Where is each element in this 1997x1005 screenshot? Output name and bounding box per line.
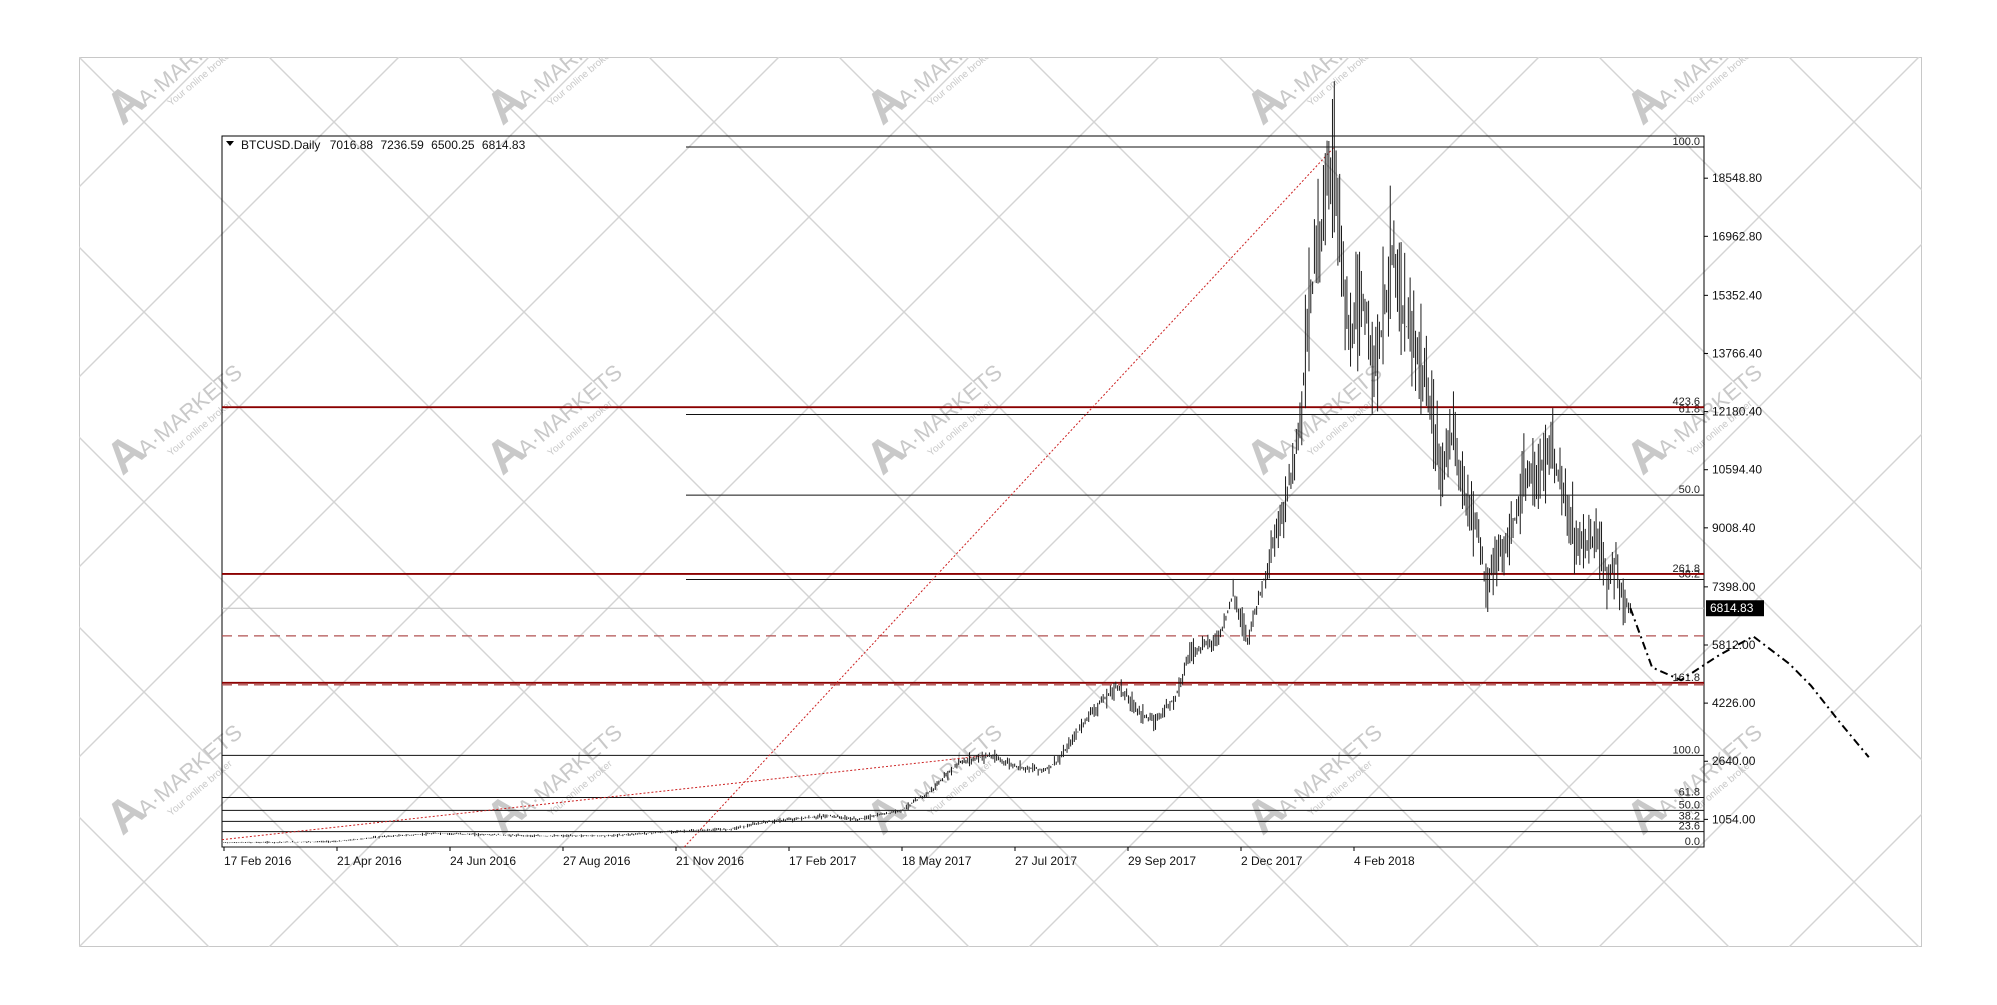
- watermark-line: [1598, 623, 1922, 947]
- x-tick-label: 27 Jul 2017: [1015, 854, 1077, 868]
- x-tick-label: 4 Feb 2018: [1354, 854, 1415, 868]
- chart-frame: [79, 57, 1922, 947]
- watermark-line: [1408, 57, 1922, 571]
- fib-extension-label: 423.6: [1672, 396, 1700, 408]
- y-tick-label: 12180.40: [1712, 405, 1762, 419]
- watermark-line: [1218, 243, 1922, 947]
- x-axis: 17 Feb 2016 21 Apr 2016 24 Jun 2016 27 Aug …: [223, 847, 1415, 868]
- watermark-line: [0, 57, 19, 947]
- dropdown-triangle-icon[interactable]: [226, 141, 234, 146]
- x-tick-label: 17 Feb 2016: [224, 854, 292, 868]
- y-tick-label: 15352.40: [1712, 288, 1762, 302]
- fib-lower-label: 23.6: [1679, 821, 1700, 833]
- svg-text:BTCUSD.Daily 7016.88: BTCUSD.Daily 7016.88 7236.59 6500.25 681…: [241, 138, 526, 152]
- watermark-line: [1788, 813, 1922, 947]
- watermark-line: [1788, 57, 1922, 191]
- y-tick-label: 18548.80: [1712, 171, 1762, 185]
- y-tick-label: 16962.80: [1712, 229, 1762, 243]
- chart-header: BTCUSD.Daily 7016.88 7236.59 6500.25 681…: [226, 138, 526, 152]
- x-tick-label: 18 May 2017: [902, 854, 972, 868]
- y-tick-label: 1054.00: [1712, 812, 1756, 826]
- ohlc-open: 7016.88: [330, 138, 374, 152]
- fibonacci-levels: 100.061.850.038.2100.061.850.038.223.60.…: [222, 136, 1704, 848]
- plot-area: [221, 135, 1705, 848]
- watermark-line: [79, 57, 400, 378]
- ohlc-high: 7236.59: [380, 138, 424, 152]
- x-tick-label: 24 Jun 2016: [450, 854, 516, 868]
- watermark-line: [458, 57, 1350, 947]
- x-tick-label: 21 Apr 2016: [337, 854, 402, 868]
- y-tick-label: 4226.00: [1712, 696, 1756, 710]
- fib-upper-label: 50.0: [1679, 484, 1700, 496]
- y-axis: 18548.80 16962.80 15352.40 13766.40 12180.40…: [1704, 171, 1764, 826]
- price-candles: [221, 81, 1631, 844]
- watermark-line: [79, 626, 400, 947]
- trend-line: [683, 146, 1335, 848]
- projection-path: [1629, 607, 1870, 758]
- watermark-line: [1979, 57, 1997, 947]
- watermark-line: [79, 57, 970, 947]
- y-tick-label: 10594.40: [1712, 463, 1762, 477]
- y-tick-label: 2640.00: [1712, 754, 1756, 768]
- watermark-line: [1408, 433, 1922, 947]
- symbol-label: BTCUSD: [241, 138, 291, 152]
- projection-curve: [1629, 607, 1870, 758]
- y-tick-label: 7398.00: [1712, 580, 1756, 594]
- timeframe-label: Daily: [294, 138, 321, 152]
- fib-lower-label: 50.0: [1679, 799, 1700, 811]
- watermark-line: [1028, 57, 1920, 947]
- x-tick-label: 21 Nov 2016: [676, 854, 744, 868]
- x-tick-label: 17 Feb 2017: [789, 854, 857, 868]
- fib-lower-label: 61.8: [1679, 787, 1700, 799]
- watermark-line: [0, 57, 19, 947]
- watermark-line: [1598, 57, 1922, 381]
- x-tick-label: 27 Aug 2016: [563, 854, 631, 868]
- watermark-line: [268, 57, 1160, 947]
- y-tick-label: 13766.40: [1712, 346, 1762, 360]
- x-tick-label: 29 Sep 2017: [1128, 854, 1196, 868]
- fib-extension-label: 261.8: [1672, 563, 1700, 575]
- fib-upper-label: 100.0: [1672, 136, 1700, 148]
- fib-lower-label: 100.0: [1672, 744, 1700, 756]
- current-price-tag: [1706, 600, 1764, 617]
- watermark-line: [1979, 57, 1997, 947]
- ohlc-low: 6500.25: [431, 138, 475, 152]
- current-price-label: 6814.83: [1710, 601, 1754, 615]
- y-tick-label: 5812.00: [1712, 638, 1756, 652]
- trend-line: [221, 754, 988, 841]
- fib-lower-label: 0.0: [1685, 836, 1700, 848]
- watermark-line: [79, 57, 590, 568]
- fib-extension-label: 161.8: [1672, 672, 1700, 684]
- watermark-line: [79, 57, 780, 758]
- fib-lower-label: 38.2: [1679, 810, 1700, 822]
- y-tick-label: 9008.40: [1712, 521, 1756, 535]
- watermark-line: [838, 57, 1730, 947]
- x-tick-label: 2 Dec 2017: [1241, 854, 1303, 868]
- trend-lines: [221, 146, 1335, 848]
- ohlc-close: 6814.83: [482, 138, 526, 152]
